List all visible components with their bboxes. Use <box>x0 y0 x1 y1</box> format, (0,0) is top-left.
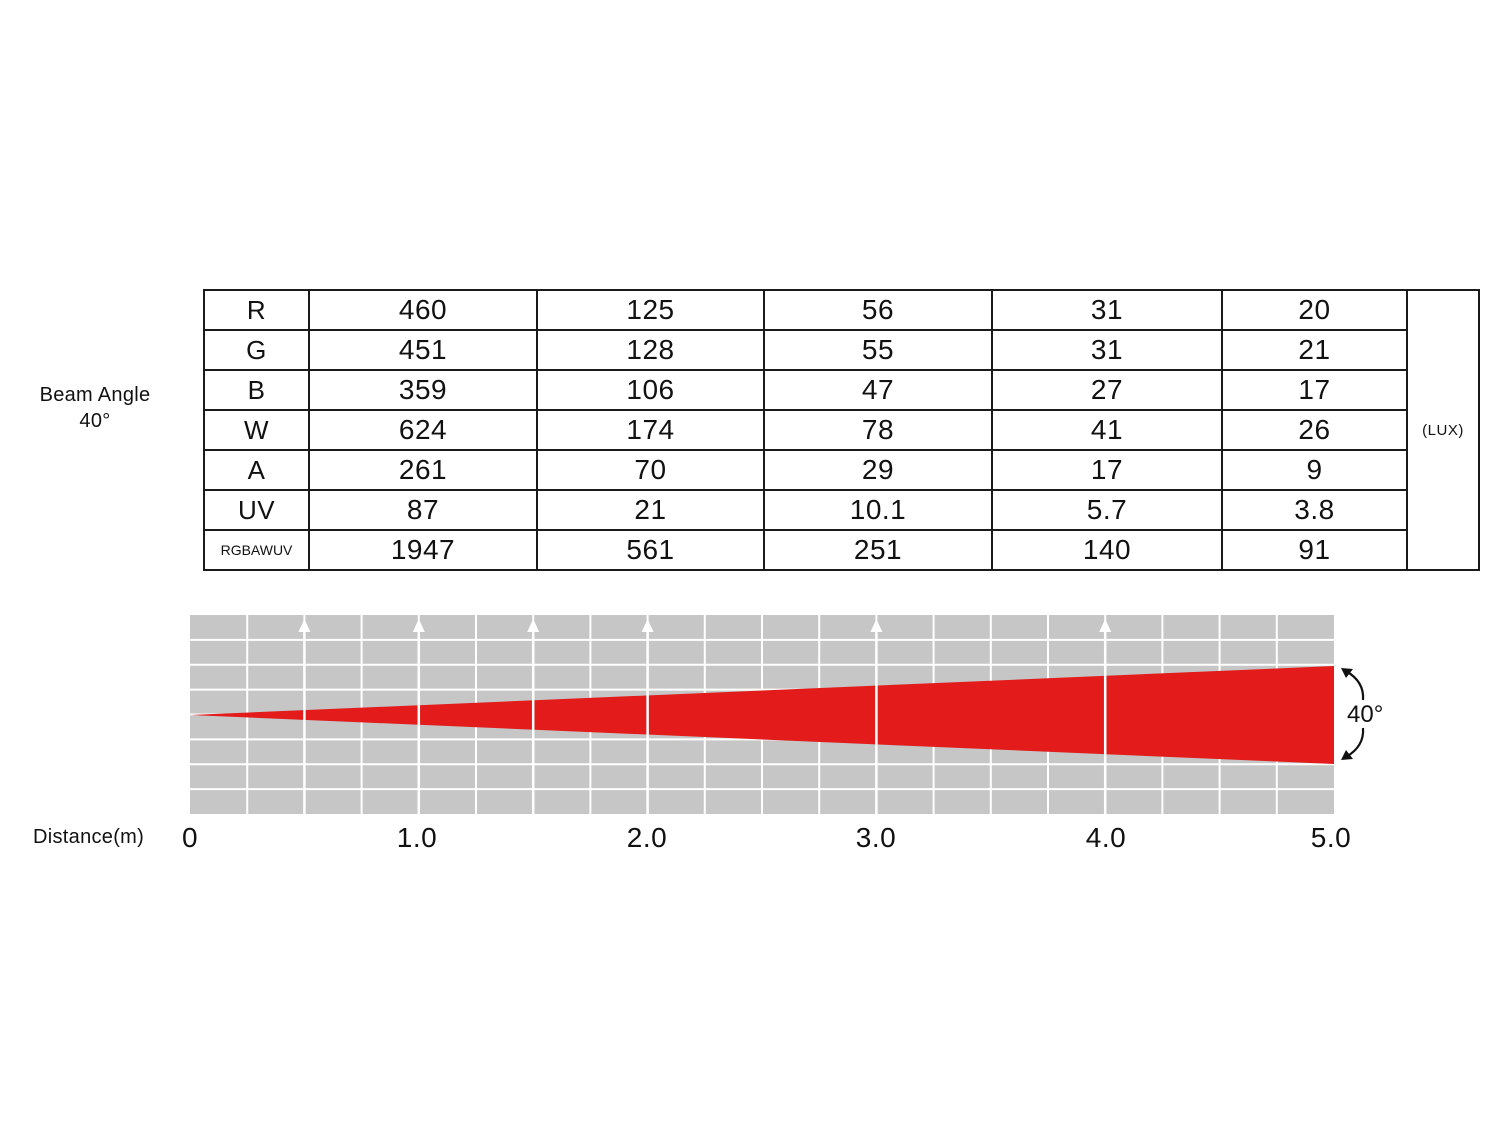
distance-tick-label: 1.0 <box>396 822 438 853</box>
lux-cell: 1947 <box>308 529 538 571</box>
channel-cell: RGBAWUV <box>203 529 310 571</box>
lux-cell: 91 <box>1221 529 1408 571</box>
arrow-down-head <box>1341 750 1353 760</box>
table-row: UV 87 21 10.1 5.7 3.8 <box>203 489 1479 531</box>
distance-tick-label: 0 <box>181 822 199 853</box>
table-row: W 624 174 78 41 26 <box>203 409 1479 451</box>
distance-tick-label: 2.0 <box>626 822 668 853</box>
lux-cell: 41 <box>991 409 1223 451</box>
lux-cell: 31 <box>991 329 1223 371</box>
lux-cell: 10.1 <box>763 489 993 531</box>
lux-cell: 70 <box>536 449 765 491</box>
lux-cell: 359 <box>308 369 538 411</box>
lux-cell: 17 <box>1221 369 1408 411</box>
marker-arrowhead <box>1099 619 1112 632</box>
beam-angle-annotation: 40° <box>1347 701 1384 728</box>
marker-arrowhead <box>641 619 654 632</box>
distance-axis-title: Distance(m) <box>33 826 145 848</box>
channel-cell: W <box>203 409 310 451</box>
measurement-marker-arrow-icon <box>527 619 540 814</box>
channel-cell: A <box>203 449 310 491</box>
arrow-up-head <box>1341 668 1353 678</box>
measurement-marker-arrow-icon <box>641 619 654 814</box>
measurement-markers <box>298 619 1112 814</box>
lux-cell: 78 <box>763 409 993 451</box>
measurement-marker-arrow-icon <box>870 619 883 814</box>
lux-cell: 3.8 <box>1221 489 1408 531</box>
measurement-marker-arrow-icon <box>1099 619 1112 814</box>
lux-cell: 106 <box>536 369 765 411</box>
lux-cell: 87 <box>308 489 538 531</box>
table-row: G 451 128 55 31 21 <box>203 329 1479 371</box>
lux-cell: 21 <box>1221 329 1408 371</box>
beam-cone <box>190 666 1334 764</box>
table-row: A 261 70 29 17 9 <box>203 449 1479 491</box>
lux-cell: 56 <box>763 289 993 331</box>
lux-cell: 125 <box>536 289 765 331</box>
lux-cell: 21 <box>536 489 765 531</box>
table-row: R 460 125 56 31 20 (LUX) <box>203 289 1480 571</box>
distance-tick-label: 4.0 <box>1085 822 1127 853</box>
lux-cell: 31 <box>991 289 1223 331</box>
lux-cell: 5.7 <box>991 489 1223 531</box>
beam-angle-value: 40° <box>79 410 111 432</box>
channel-cell: B <box>203 369 310 411</box>
arrow-down-icon <box>1345 727 1365 758</box>
distance-tick-label: 5.0 <box>1310 822 1352 853</box>
marker-arrowhead <box>870 619 883 632</box>
table-row: RGBAWUV 1947 561 251 140 91 <box>203 529 1479 571</box>
lux-cell: 47 <box>763 369 993 411</box>
lux-cell: 140 <box>991 529 1223 571</box>
channel-cell: UV <box>203 489 310 531</box>
lux-cell: 174 <box>536 409 765 451</box>
marker-arrowhead <box>527 619 540 632</box>
channel-cell: R <box>203 289 310 331</box>
measurement-marker-arrow-icon <box>298 619 311 814</box>
arrow-up-icon <box>1345 670 1365 701</box>
beam-angle-arrows <box>1341 668 1365 760</box>
table-row: B 359 106 47 27 17 <box>203 369 1479 411</box>
lux-cell: 9 <box>1221 449 1408 491</box>
lux-cell: 460 <box>308 289 538 331</box>
lux-cell: 251 <box>763 529 993 571</box>
beam-angle-label: Beam Angle 40° <box>20 382 170 434</box>
beam-angle-title: Beam Angle <box>39 384 151 406</box>
lux-cell: 128 <box>536 329 765 371</box>
illuminance-table: R 460 125 56 31 20 (LUX) G 451 128 55 31… <box>203 289 1480 571</box>
distance-tick-label: 3.0 <box>855 822 897 853</box>
unit-label: (LUX) <box>1406 289 1480 571</box>
channel-cell: G <box>203 329 310 371</box>
lux-cell: 26 <box>1221 409 1408 451</box>
lux-cell: 451 <box>308 329 538 371</box>
measurement-marker-arrow-icon <box>412 619 425 814</box>
lux-cell: 55 <box>763 329 993 371</box>
lux-cell: 624 <box>308 409 538 451</box>
lux-cell: 29 <box>763 449 993 491</box>
lux-cell: 561 <box>536 529 765 571</box>
lux-cell: 261 <box>308 449 538 491</box>
marker-arrowhead <box>412 619 425 632</box>
lux-cell: 20 <box>1221 289 1408 331</box>
lux-cell: 17 <box>991 449 1223 491</box>
marker-arrowhead <box>298 619 311 632</box>
lux-cell: 27 <box>991 369 1223 411</box>
